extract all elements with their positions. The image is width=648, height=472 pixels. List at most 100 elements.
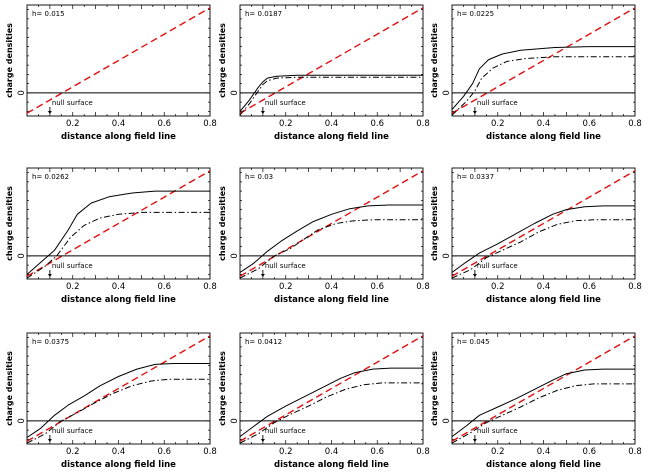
chart-panel-7: 0.2 0.4 0.6 0.8 0 distance along field line ch… <box>5 332 217 470</box>
y-tick-label: 0 <box>17 418 27 423</box>
series-line-1 <box>27 7 210 114</box>
y-tick-label: 0 <box>230 418 240 423</box>
y-axis-label: charge densities <box>430 351 439 426</box>
x-tick-label: 0.2 <box>491 447 505 457</box>
null-surface-arrow-icon <box>472 274 477 277</box>
null-surface-arrow-icon <box>47 439 52 442</box>
y-tick-label: 0 <box>17 90 27 95</box>
x-tick-label: 0.8 <box>416 447 430 457</box>
series-line-1 <box>27 170 210 277</box>
chart-panel-5: 0.2 0.4 0.6 0.8 0 distance along field line ch… <box>218 167 430 305</box>
h-annotation: h= 0.0375 <box>32 338 69 346</box>
null-surface-label: null surface <box>477 427 518 435</box>
series-line-3 <box>452 368 635 438</box>
x-axis-label: distance along field line <box>486 460 601 470</box>
h-annotation: h= 0.0225 <box>457 10 494 18</box>
chart-panel-8: 0.2 0.4 0.6 0.8 0 distance along field line ch… <box>218 332 430 470</box>
series-line-4 <box>240 76 423 116</box>
x-tick-label: 0.8 <box>203 447 217 457</box>
series-group <box>240 7 423 116</box>
x-tick-label: 0.2 <box>66 119 80 129</box>
x-axis-label: distance along field line <box>486 295 601 305</box>
y-axis-label: charge densities <box>5 351 14 426</box>
x-axis-label: distance along field line <box>61 460 176 470</box>
null-surface-label: null surface <box>52 99 93 107</box>
x-axis-label: distance along field line <box>274 295 389 305</box>
series-line-1 <box>452 7 635 114</box>
y-axis-label: charge densities <box>218 186 227 261</box>
chart-panel-6: 0.2 0.4 0.6 0.8 0 distance along field line ch… <box>430 167 642 305</box>
y-axis-label: charge densities <box>430 23 439 98</box>
series-line-4 <box>240 382 423 444</box>
series-line-1 <box>240 335 423 442</box>
series-line-1 <box>27 335 210 442</box>
series-group <box>27 7 210 114</box>
x-tick-label: 0.6 <box>582 119 596 129</box>
null-surface-label: null surface <box>265 427 306 435</box>
x-tick-label: 0.6 <box>370 447 384 457</box>
series-line-3 <box>240 204 423 273</box>
series-line-3 <box>240 367 423 438</box>
x-tick-label: 0.2 <box>491 282 505 292</box>
x-tick-label: 0.2 <box>279 119 293 129</box>
x-tick-label: 0.2 <box>66 447 80 457</box>
x-tick-label: 0.6 <box>370 119 384 129</box>
h-annotation: h= 0.015 <box>32 10 65 18</box>
h-annotation: h= 0.03 <box>245 173 273 181</box>
x-axis-label: distance along field line <box>61 132 176 142</box>
chart-panel-4: 0.2 0.4 0.6 0.8 0 distance along field line ch… <box>5 167 217 305</box>
series-group <box>27 170 210 279</box>
x-tick-label: 0.6 <box>370 282 384 292</box>
x-tick-label: 0.8 <box>416 282 430 292</box>
null-surface-arrow-icon <box>260 274 265 277</box>
y-axis-label: charge densities <box>218 351 227 426</box>
null-surface-label: null surface <box>52 427 93 435</box>
x-tick-label: 0.4 <box>112 119 126 129</box>
x-tick-label: 0.2 <box>279 447 293 457</box>
null-surface-arrow-icon <box>47 111 52 114</box>
null-surface-label: null surface <box>265 262 306 270</box>
x-tick-label: 0.4 <box>325 282 339 292</box>
series-line-3 <box>27 363 210 438</box>
null-surface-arrow-icon <box>47 274 52 277</box>
y-axis-label: charge densities <box>5 23 14 98</box>
series-line-4 <box>240 219 423 279</box>
x-axis-label: distance along field line <box>274 460 389 470</box>
null-surface-arrow-icon <box>472 439 477 442</box>
x-tick-label: 0.2 <box>66 282 80 292</box>
y-tick-label: 0 <box>230 253 240 258</box>
x-tick-label: 0.8 <box>628 282 642 292</box>
h-annotation: h= 0.0412 <box>245 338 282 346</box>
chart-panel-1: 0.2 0.4 0.6 0.8 0 distance along field line ch… <box>5 4 217 142</box>
series-line-1 <box>240 7 423 114</box>
x-axis-label: distance along field line <box>486 132 601 142</box>
chart-panel-2: 0.2 0.4 0.6 0.8 0 distance along field line ch… <box>218 4 430 142</box>
y-tick-label: 0 <box>17 253 27 258</box>
y-tick-label: 0 <box>230 90 240 95</box>
x-tick-label: 0.4 <box>325 119 339 129</box>
series-line-3 <box>27 190 210 275</box>
series-group <box>240 170 423 279</box>
h-annotation: h= 0.0187 <box>245 10 282 18</box>
series-line-3 <box>452 205 635 273</box>
h-annotation: h= 0.0262 <box>32 173 69 181</box>
x-tick-label: 0.2 <box>491 119 505 129</box>
x-tick-label: 0.2 <box>279 282 293 292</box>
x-tick-label: 0.6 <box>582 447 596 457</box>
series-line-1 <box>452 335 635 442</box>
x-tick-label: 0.8 <box>628 447 642 457</box>
series-group <box>452 335 635 444</box>
chart-panel-9: 0.2 0.4 0.6 0.8 0 distance along field line ch… <box>430 332 642 470</box>
x-axis-label: distance along field line <box>61 295 176 305</box>
x-tick-label: 0.8 <box>416 119 430 129</box>
null-surface-label: null surface <box>52 262 93 270</box>
h-annotation: h= 0.045 <box>457 338 490 346</box>
series-group <box>452 170 635 279</box>
null-surface-label: null surface <box>265 99 306 107</box>
series-line-4 <box>452 56 635 116</box>
chart-panel-3: 0.2 0.4 0.6 0.8 0 distance along field line ch… <box>430 4 642 142</box>
y-tick-label: 0 <box>442 90 452 95</box>
null-surface-arrow-icon <box>472 111 477 114</box>
y-tick-label: 0 <box>442 418 452 423</box>
x-tick-label: 0.6 <box>582 282 596 292</box>
